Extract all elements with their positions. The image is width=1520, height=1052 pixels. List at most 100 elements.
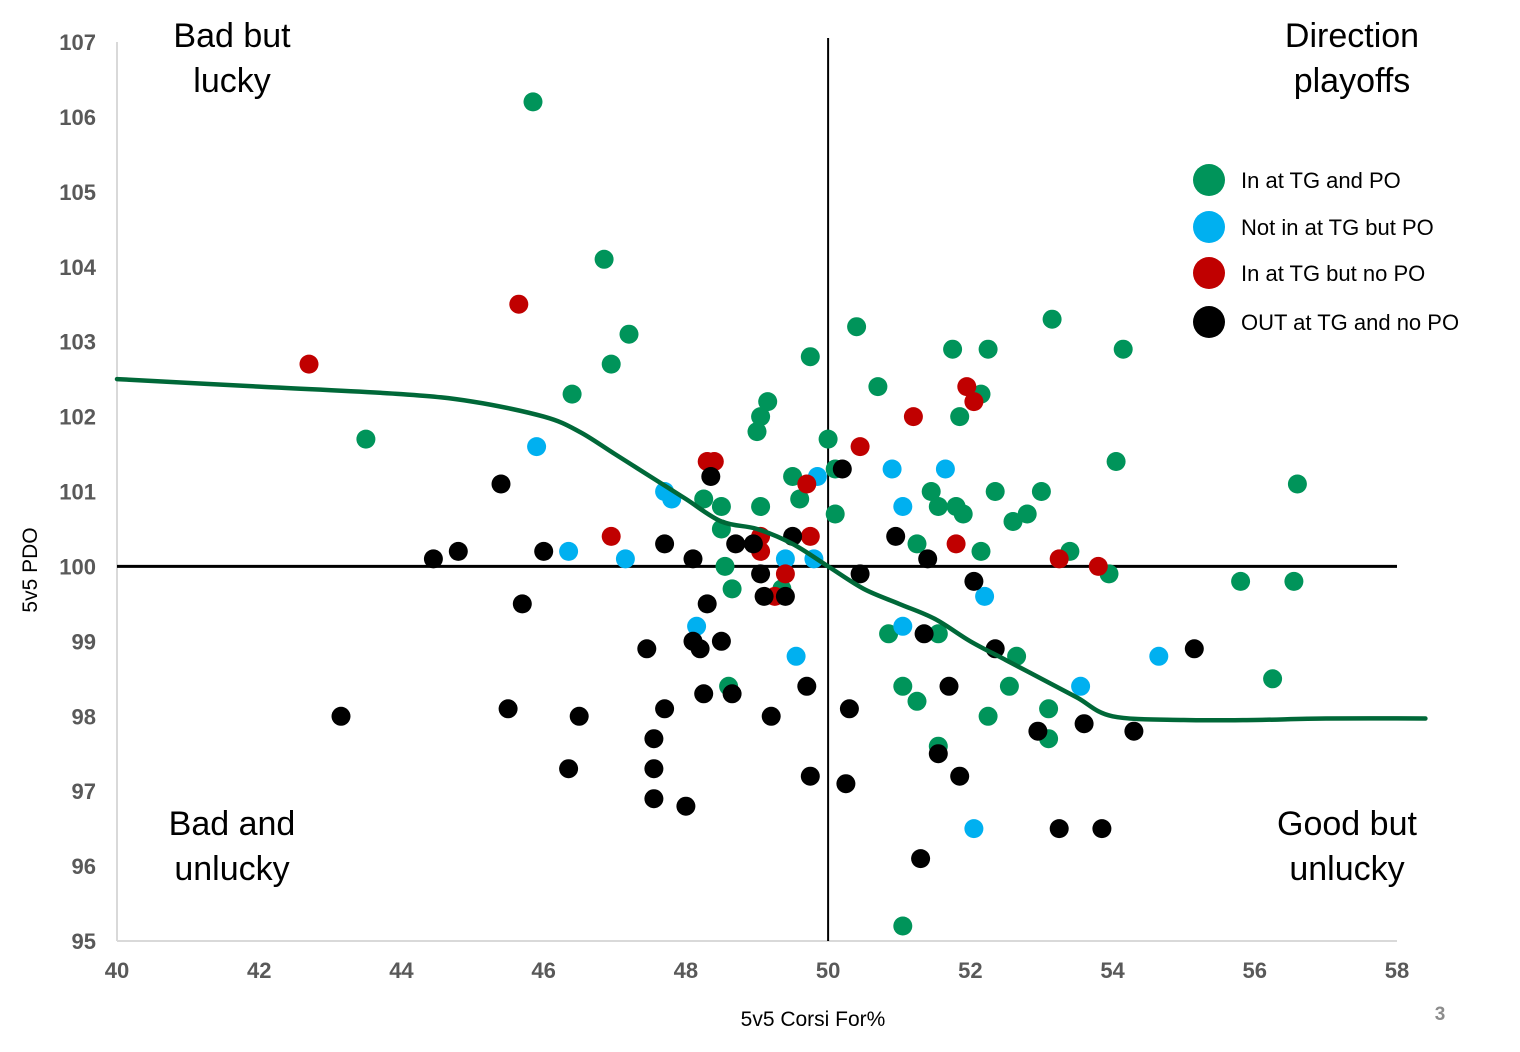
data-point — [797, 676, 817, 696]
data-point — [715, 556, 735, 576]
data-point — [868, 377, 888, 397]
data-point — [800, 526, 820, 546]
data-point — [886, 526, 906, 546]
data-point — [1017, 504, 1037, 524]
legend-marker-in-at-tg-but-no-po — [1193, 257, 1225, 289]
legend-label-not-in-at-tg-but-po: Not in at TG but PO — [1241, 215, 1434, 240]
y-tick-label: 98 — [72, 704, 96, 729]
quadrant-label-bottom-right-line1: Good but — [1277, 805, 1417, 843]
legend-marker-out-at-tg-and-no-po — [1193, 306, 1225, 338]
data-point — [790, 489, 810, 509]
data-point — [701, 467, 721, 486]
data-point — [751, 407, 771, 427]
data-point — [1028, 721, 1048, 741]
data-point — [928, 624, 948, 644]
data-point — [704, 452, 724, 471]
trend-curve — [114, 376, 1428, 723]
data-point — [850, 437, 870, 457]
data-point — [655, 534, 675, 554]
data-point — [758, 392, 778, 412]
data-point — [975, 586, 995, 606]
legend-marker-in-at-tg-and-po — [1193, 164, 1225, 196]
data-point — [1042, 309, 1062, 329]
data-point — [964, 392, 984, 412]
data-point — [907, 691, 927, 711]
data-point — [559, 541, 579, 561]
data-point — [1113, 339, 1133, 359]
legend-label-out-at-tg-and-no-po: OUT at TG and no PO — [1241, 310, 1459, 335]
data-point — [1284, 571, 1304, 591]
data-point — [775, 549, 795, 569]
data-point — [1149, 646, 1169, 666]
quadrant-label-bottom-left-line1: Bad and — [169, 805, 296, 843]
data-point — [299, 354, 319, 374]
data-point — [615, 549, 635, 569]
data-point — [928, 497, 948, 516]
data-point — [783, 467, 803, 486]
y-tick-label: 96 — [72, 854, 96, 879]
data-point — [939, 676, 959, 696]
data-point — [534, 541, 554, 561]
data-point — [687, 616, 707, 636]
trend-curve-group — [114, 376, 1428, 723]
data-point — [761, 706, 781, 726]
x-axis-title: 5v5 Corsi For% — [741, 1008, 886, 1031]
data-point — [847, 317, 867, 337]
data-point — [893, 916, 913, 936]
data-point — [1231, 571, 1251, 591]
data-point — [935, 459, 955, 479]
data-point — [964, 819, 984, 839]
data-point — [832, 459, 852, 479]
x-tick-label: 52 — [958, 958, 982, 983]
data-point — [1092, 819, 1112, 839]
data-point — [825, 504, 845, 524]
data-point — [999, 676, 1019, 696]
data-point — [697, 594, 717, 614]
data-point — [978, 339, 998, 359]
quadrant-label-top-left-line1: Bad but — [173, 17, 291, 55]
data-point — [818, 429, 838, 449]
data-point — [690, 639, 710, 659]
x-tick-label: 54 — [1100, 958, 1125, 983]
x-tick-label: 50 — [816, 958, 840, 983]
y-tick-label: 97 — [72, 779, 96, 804]
data-point — [356, 429, 376, 449]
y-tick-label: 100 — [59, 554, 96, 579]
y-tick-label: 95 — [72, 929, 96, 954]
data-point — [512, 594, 532, 614]
data-point — [921, 482, 941, 501]
data-point — [711, 497, 731, 516]
y-tick-labels: 95 96 97 98 99 100 101 102 103 104 105 106 107 — [59, 30, 96, 954]
data-point — [498, 699, 518, 719]
quadrant-label-top-right-line2: playoffs — [1294, 62, 1411, 100]
x-tick-label: 44 — [389, 958, 414, 983]
y-axis-title: 5v5 PDO — [19, 527, 42, 612]
data-point — [964, 571, 984, 591]
data-point — [491, 474, 511, 494]
quadrant-label-top-left-line2: lucky — [193, 62, 270, 100]
y-tick-label: 104 — [59, 255, 96, 280]
data-point — [775, 564, 795, 584]
data-point — [1049, 819, 1069, 839]
data-point — [893, 616, 913, 636]
data-point — [1124, 721, 1144, 741]
data-point — [448, 541, 468, 561]
data-point — [800, 766, 820, 786]
data-point — [562, 384, 582, 404]
data-point — [559, 759, 579, 779]
data-point — [903, 407, 923, 427]
data-point — [950, 766, 970, 786]
data-point — [569, 706, 589, 726]
data-point — [644, 789, 664, 809]
data-point — [1049, 549, 1069, 569]
data-point — [644, 729, 664, 749]
x-tick-label: 48 — [674, 958, 698, 983]
y-tick-label: 107 — [59, 30, 96, 55]
y-tick-label: 102 — [59, 405, 96, 430]
legend-label-in-at-tg-but-no-po: In at TG but no PO — [1241, 261, 1425, 286]
legend: In at TG and PO Not in at TG but PO In a… — [1193, 164, 1459, 338]
data-point — [985, 482, 1005, 501]
data-point — [850, 564, 870, 584]
data-point — [775, 586, 795, 606]
